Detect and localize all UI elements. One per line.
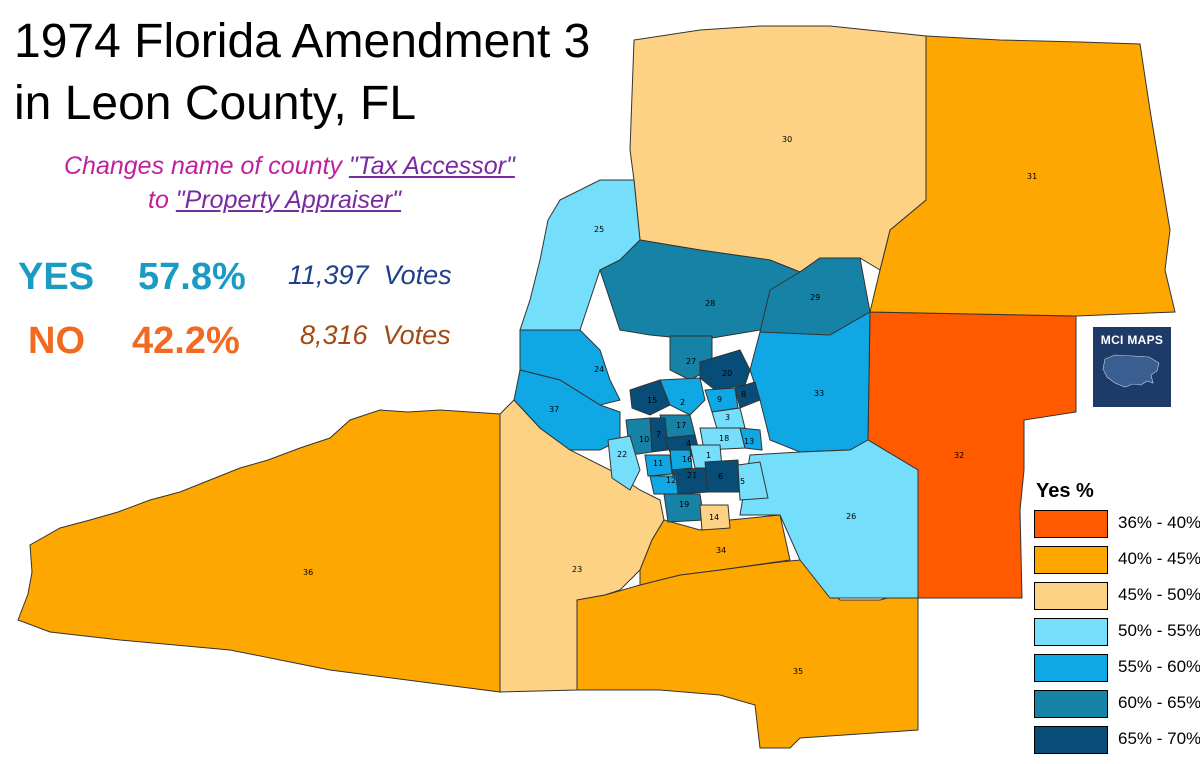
- yes-percent: 57.8%: [138, 256, 246, 298]
- precinct-11: [644, 454, 673, 477]
- precinct-label-17: 17: [676, 421, 686, 430]
- precinct-5: [737, 461, 769, 501]
- amendment-description-line1: Changes name of county "Tax Accessor": [64, 152, 515, 181]
- precinct-14: [699, 504, 731, 531]
- legend-label: 36% - 40%: [1118, 513, 1200, 532]
- legend-swatch: [1034, 582, 1108, 610]
- description-prefix-1: Changes name of county: [64, 152, 349, 180]
- legend-label: 60% - 65%: [1118, 693, 1200, 712]
- precinct-labels: 36 23 35 34 32 31 30 25 28 29 27 24 37 3…: [303, 135, 1037, 676]
- no-votes: 8,316 Votes: [300, 320, 451, 351]
- legend-swatch: [1034, 510, 1108, 538]
- map-title-line1: 1974 Florida Amendment 3: [14, 15, 591, 68]
- precinct-label-22: 22: [617, 450, 627, 459]
- precinct-label-12: 12: [666, 476, 676, 485]
- tax-accessor-link[interactable]: "Tax Accessor": [348, 152, 515, 180]
- description-prefix-2: to: [148, 186, 176, 214]
- precinct-label-36: 36: [303, 568, 313, 577]
- legend-label: 55% - 60%: [1118, 657, 1200, 676]
- precinct-label-26: 26: [846, 512, 856, 521]
- precinct-label-3: 3: [725, 413, 730, 422]
- map-title-line2: in Leon County, FL: [14, 77, 417, 130]
- precinct-label-29: 29: [810, 293, 820, 302]
- precinct-label-15: 15: [647, 396, 657, 405]
- usa-map-icon: [1102, 354, 1160, 388]
- precinct-label-9: 9: [717, 395, 722, 404]
- precinct-label-10: 10: [639, 435, 649, 444]
- precinct-label-34: 34: [716, 546, 726, 555]
- precinct-8: [734, 381, 761, 409]
- precinct-label-35: 35: [793, 667, 803, 676]
- yes-label: YES: [18, 256, 95, 298]
- no-percent: 42.2%: [132, 320, 240, 362]
- precinct-label-21: 21: [687, 471, 697, 480]
- precinct-label-23: 23: [572, 565, 582, 574]
- precinct-label-31: 31: [1027, 172, 1037, 181]
- precinct-36: [17, 409, 501, 693]
- precinct-label-32: 32: [954, 451, 964, 460]
- legend-label: 45% - 50%: [1118, 585, 1200, 604]
- legend-swatch: [1034, 546, 1108, 574]
- precinct-label-25: 25: [594, 225, 604, 234]
- precinct-label-5: 5: [740, 477, 745, 486]
- yes-votes: 11,397 Votes: [288, 260, 452, 291]
- precinct-label-33: 33: [814, 389, 824, 398]
- mci-maps-logo-text: MCI MAPS: [1100, 333, 1164, 347]
- precinct-label-19: 19: [679, 500, 689, 509]
- precinct-label-30: 30: [782, 135, 792, 144]
- precinct-label-11: 11: [653, 459, 663, 468]
- legend-label: 65% - 70%: [1118, 729, 1200, 748]
- property-appraiser-link[interactable]: "Property Appraiser": [175, 186, 402, 214]
- precinct-label-6: 6: [718, 472, 723, 481]
- precinct-label-2: 2: [680, 398, 685, 407]
- precinct-label-20: 20: [722, 369, 732, 378]
- legend-label: 40% - 45%: [1118, 549, 1200, 568]
- precinct-label-28: 28: [705, 299, 715, 308]
- precinct-label-16: 16: [682, 455, 692, 464]
- no-votes-count: 8,316: [300, 320, 368, 350]
- precinct-label-8: 8: [741, 390, 746, 399]
- no-votes-word: Votes: [382, 320, 451, 350]
- precinct-26: [739, 439, 919, 599]
- no-label: NO: [28, 320, 85, 362]
- yes-votes-count: 11,397: [288, 260, 369, 290]
- precinct-label-24: 24: [594, 365, 604, 374]
- legend-title: Yes %: [1036, 480, 1094, 502]
- precinct-15: [629, 379, 671, 416]
- yes-votes-word: Votes: [383, 260, 452, 290]
- legend-swatch: [1034, 654, 1108, 682]
- precinct-2: [659, 377, 706, 416]
- precinct-25: [519, 179, 641, 331]
- mci-maps-logo: MCI MAPS: [1093, 327, 1171, 407]
- precinct-13: [739, 427, 763, 451]
- precinct-label-18: 18: [719, 434, 729, 443]
- precinct-7: [649, 417, 669, 453]
- legend-swatch: [1034, 618, 1108, 646]
- precinct-22: [607, 435, 641, 491]
- legend-swatch: [1034, 726, 1108, 754]
- precinct-label-13: 13: [744, 437, 754, 446]
- precinct-label-1: 1: [706, 451, 711, 460]
- precinct-30: [629, 25, 927, 273]
- precinct-label-4: 4: [686, 439, 691, 448]
- precinct-label-14: 14: [709, 513, 719, 522]
- precinct-label-7: 7: [656, 430, 661, 439]
- legend-swatch: [1034, 690, 1108, 718]
- legend-label: 50% - 55%: [1118, 621, 1200, 640]
- amendment-description-line2: to "Property Appraiser": [148, 186, 401, 215]
- precinct-label-37: 37: [549, 405, 559, 414]
- precinct-label-27: 27: [686, 357, 696, 366]
